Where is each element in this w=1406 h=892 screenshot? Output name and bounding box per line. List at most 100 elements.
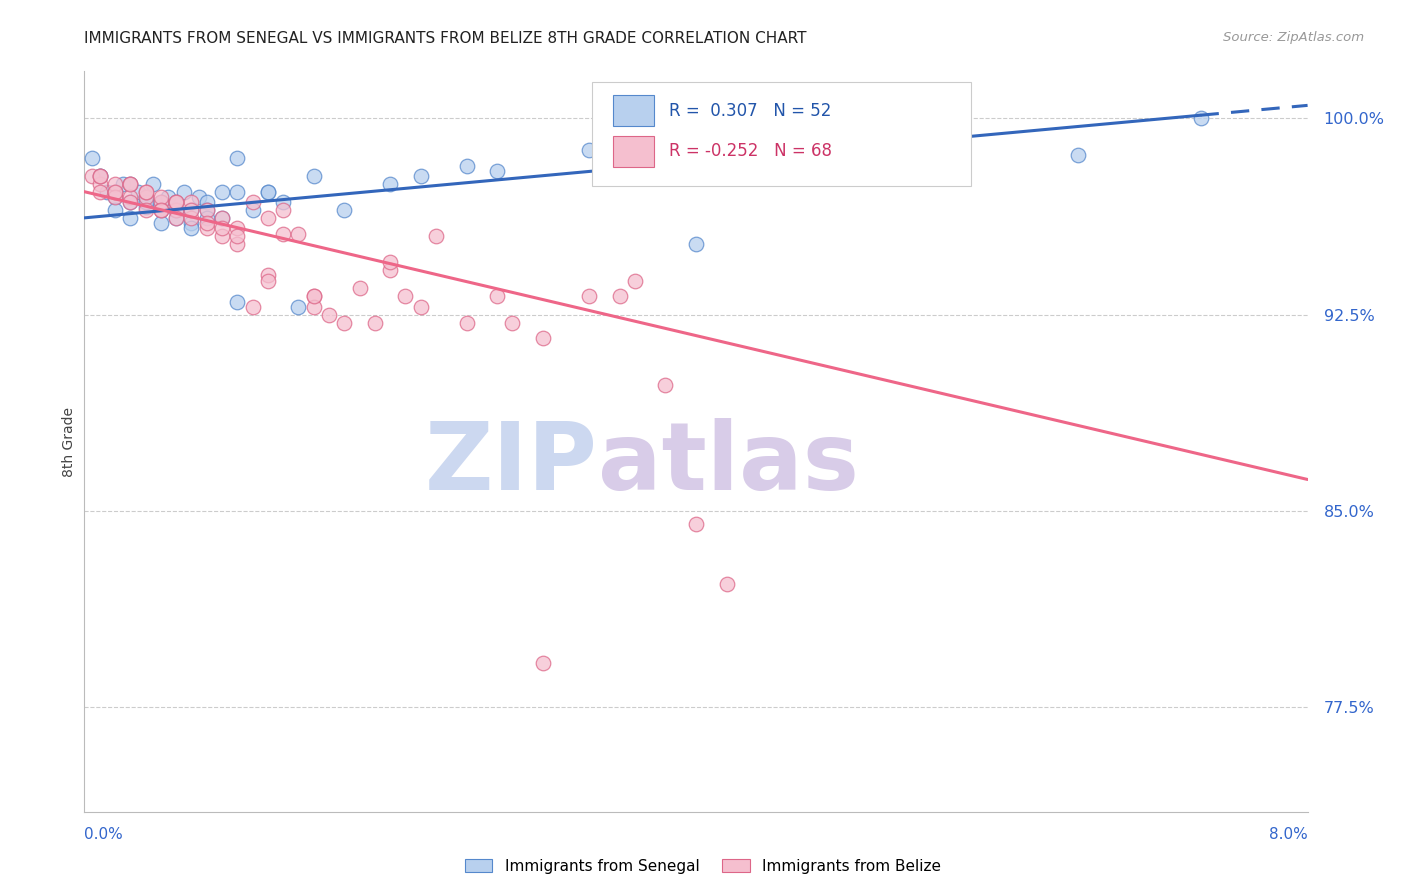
Point — [127, 185, 149, 199]
Point — [685, 516, 707, 531]
Point — [89, 169, 111, 183]
Point — [211, 185, 233, 199]
Point — [80, 169, 103, 183]
Point — [104, 185, 127, 199]
Point — [349, 281, 371, 295]
Point — [195, 195, 218, 210]
Point — [287, 300, 309, 314]
Point — [89, 169, 111, 183]
Point — [226, 229, 249, 244]
FancyBboxPatch shape — [613, 95, 654, 126]
Point — [456, 159, 478, 173]
Point — [271, 202, 294, 217]
Point — [89, 185, 111, 199]
Point — [188, 190, 211, 204]
Point — [195, 221, 218, 235]
Point — [120, 211, 142, 225]
Point — [287, 227, 309, 241]
Point — [257, 185, 280, 199]
Point — [609, 289, 631, 303]
Point — [271, 227, 294, 241]
Point — [380, 177, 402, 191]
Point — [409, 300, 432, 314]
Point — [89, 169, 111, 183]
Point — [425, 229, 447, 244]
Point — [120, 177, 142, 191]
Point — [89, 177, 111, 191]
Point — [120, 177, 142, 191]
Point — [180, 202, 202, 217]
Point — [502, 316, 524, 330]
Point — [531, 331, 554, 345]
Point — [135, 201, 157, 215]
Point — [593, 148, 616, 162]
Text: IMMIGRANTS FROM SENEGAL VS IMMIGRANTS FROM BELIZE 8TH GRADE CORRELATION CHART: IMMIGRANTS FROM SENEGAL VS IMMIGRANTS FR… — [84, 31, 807, 46]
Point — [211, 211, 233, 225]
Point — [195, 202, 218, 217]
Point — [149, 190, 172, 204]
Point — [195, 202, 218, 217]
Point — [195, 211, 218, 225]
Point — [624, 274, 647, 288]
Point — [165, 195, 187, 210]
Point — [486, 163, 509, 178]
Point — [157, 190, 180, 204]
Y-axis label: 8th Grade: 8th Grade — [62, 407, 76, 476]
Text: Source: ZipAtlas.com: Source: ZipAtlas.com — [1223, 31, 1364, 45]
Point — [578, 289, 600, 303]
Point — [104, 190, 127, 204]
Point — [149, 202, 172, 217]
Point — [104, 202, 127, 217]
Point — [302, 169, 325, 183]
Point — [1189, 112, 1212, 126]
Point — [531, 656, 554, 670]
Legend: Immigrants from Senegal, Immigrants from Belize: Immigrants from Senegal, Immigrants from… — [458, 853, 948, 880]
Point — [409, 169, 432, 183]
Point — [180, 221, 202, 235]
Point — [226, 185, 249, 199]
Point — [211, 211, 233, 225]
Point — [1067, 148, 1090, 162]
Point — [257, 268, 280, 283]
Point — [104, 190, 127, 204]
Point — [165, 195, 187, 210]
Point — [318, 308, 340, 322]
FancyBboxPatch shape — [592, 82, 972, 186]
Text: R =  0.307   N = 52: R = 0.307 N = 52 — [669, 102, 831, 120]
Point — [226, 221, 249, 235]
Text: 0.0%: 0.0% — [84, 828, 124, 842]
Point — [80, 151, 103, 165]
Point — [380, 255, 402, 269]
Point — [135, 195, 157, 210]
Point — [149, 216, 172, 230]
Point — [333, 316, 356, 330]
Point — [486, 289, 509, 303]
Point — [165, 202, 187, 217]
Point — [111, 177, 134, 191]
Point — [104, 177, 127, 191]
Point — [135, 202, 157, 217]
Point — [302, 300, 325, 314]
Point — [456, 316, 478, 330]
Point — [211, 221, 233, 235]
Point — [333, 202, 356, 217]
Point — [149, 195, 172, 210]
Point — [104, 185, 127, 199]
Point — [394, 289, 416, 303]
Point — [180, 202, 202, 217]
Point — [302, 289, 325, 303]
Point — [165, 211, 187, 225]
Point — [120, 190, 142, 204]
Point — [135, 185, 157, 199]
Point — [89, 169, 111, 183]
Point — [104, 185, 127, 199]
Point — [135, 185, 157, 199]
Point — [302, 289, 325, 303]
Point — [165, 195, 187, 210]
Point — [271, 195, 294, 210]
Point — [257, 274, 280, 288]
Text: 8.0%: 8.0% — [1268, 828, 1308, 842]
Point — [149, 202, 172, 217]
Point — [180, 216, 202, 230]
Point — [165, 211, 187, 225]
